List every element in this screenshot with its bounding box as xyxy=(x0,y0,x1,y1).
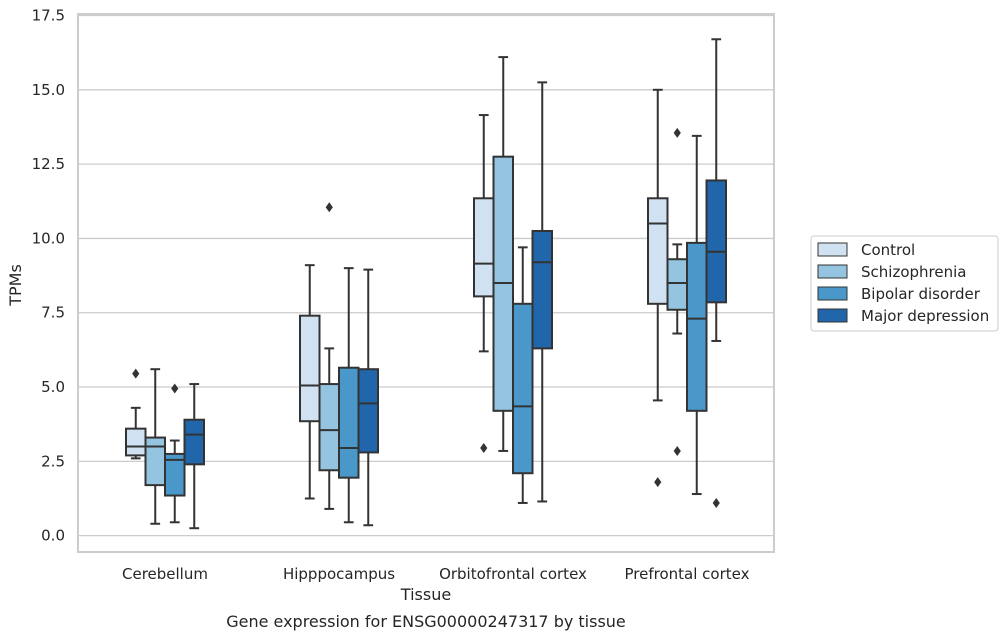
boxplot xyxy=(647,88,669,488)
legend-swatch xyxy=(817,242,848,257)
box xyxy=(666,258,688,311)
legend-swatch xyxy=(817,286,848,301)
box xyxy=(144,436,166,487)
outlier-point xyxy=(673,445,681,456)
box xyxy=(705,179,727,304)
boxplot xyxy=(473,114,495,453)
boxplots xyxy=(125,38,727,530)
boxplot xyxy=(299,264,321,500)
legend-frame xyxy=(810,235,999,332)
legend-label: Bipolar disorder xyxy=(861,285,981,303)
boxplot xyxy=(531,81,553,503)
x-tick-label: Cerebellum xyxy=(122,565,208,583)
boxplot xyxy=(512,246,534,504)
outlier-point xyxy=(480,442,488,453)
box xyxy=(512,302,534,475)
boxplot xyxy=(338,267,360,524)
outlier-point xyxy=(712,497,720,508)
x-axis-ticks: Cerebellum Hipppocampus Orbitofrontal cort… xyxy=(122,565,750,583)
y-tick-label: 7.5 xyxy=(41,304,65,322)
box xyxy=(686,241,708,412)
box xyxy=(125,427,147,457)
x-axis-label: Tissue xyxy=(400,585,451,604)
outlier-point xyxy=(673,127,681,138)
chart-caption: Gene expression for ENSG00000247317 by t… xyxy=(226,612,626,631)
legend: Control Schizophrenia Bipolar disorder Majo… xyxy=(810,235,999,332)
box xyxy=(318,383,340,472)
legend-label: Major depression xyxy=(861,307,989,325)
boxplot xyxy=(357,268,379,527)
boxplot xyxy=(183,383,205,530)
y-tick-label: 17.5 xyxy=(32,6,65,24)
y-axis-label: TPMs xyxy=(6,264,25,307)
y-tick-label: 15.0 xyxy=(32,81,65,99)
box xyxy=(164,452,186,497)
x-tick-label: Prefrontal cortex xyxy=(625,565,750,583)
plot-frame xyxy=(77,13,775,553)
boxplot xyxy=(125,368,147,460)
y-tick-label: 0.0 xyxy=(41,527,65,545)
box xyxy=(338,366,360,479)
outlier-point xyxy=(325,202,333,213)
boxplot xyxy=(318,202,340,510)
x-tick-label: Orbitofrontal cortex xyxy=(439,565,587,583)
x-tick-label: Hipppocampus xyxy=(283,565,395,583)
box xyxy=(183,418,205,466)
y-tick-label: 5.0 xyxy=(41,378,65,396)
box xyxy=(647,197,669,305)
box xyxy=(357,368,379,454)
box xyxy=(473,197,495,298)
boxplot xyxy=(686,134,708,496)
box xyxy=(531,229,553,350)
outlier-point xyxy=(654,477,662,488)
legend-swatch xyxy=(817,264,848,279)
outlier-point xyxy=(132,368,140,379)
legend-label: Control xyxy=(861,241,915,259)
boxplot xyxy=(705,38,727,508)
legend-label: Schizophrenia xyxy=(861,263,966,281)
outlier-point xyxy=(171,383,179,394)
boxplot xyxy=(144,368,166,525)
boxplot xyxy=(164,383,186,524)
y-axis-ticks: 0.0 2.5 5.0 7.5 10.0 12.5 15.0 17.5 xyxy=(32,6,65,544)
legend-swatch xyxy=(817,308,848,323)
boxplot xyxy=(666,127,688,456)
y-tick-label: 12.5 xyxy=(32,155,65,173)
box xyxy=(299,314,321,423)
y-tick-label: 10.0 xyxy=(32,229,65,247)
boxplot xyxy=(492,56,514,452)
y-tick-label: 2.5 xyxy=(41,452,65,470)
